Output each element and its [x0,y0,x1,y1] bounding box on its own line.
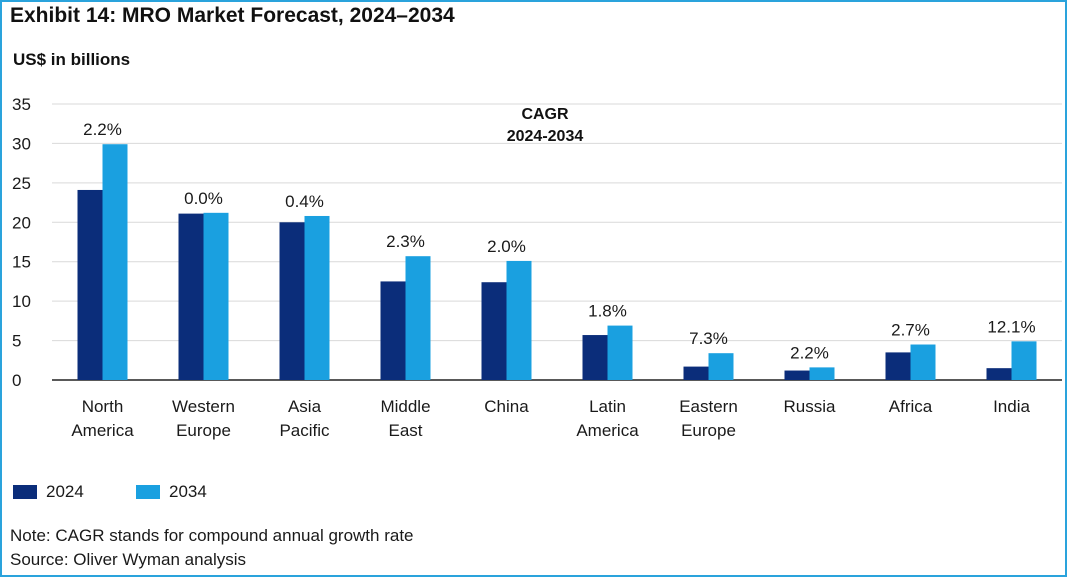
bar-2024 [683,366,709,380]
bar-2024 [986,368,1012,380]
legend-item-2024: 2024 [13,482,136,502]
bar-2034 [304,215,330,380]
bar-2024 [784,370,810,380]
y-tick-label: 20 [12,213,31,232]
bar-2024 [279,222,305,380]
y-axis-unit-label: US$ in billions [13,50,131,69]
bar-2034 [405,256,431,380]
legend: 2024 2034 [13,482,259,502]
bar-2034 [910,344,936,380]
legend-swatch-2024 [13,485,37,499]
y-tick-label: 30 [12,134,31,153]
x-tick-label: Russia [784,397,837,416]
bar-2024 [178,213,204,380]
x-tick-label: North America [71,397,134,440]
cagr-label: 2.2% [83,120,122,139]
y-tick-label: 10 [12,292,31,311]
cagr-label: 0.4% [285,192,324,211]
cagr-label: 2.7% [891,321,930,340]
bar-2034 [506,260,532,380]
x-tick-label: Eastern Europe [679,397,738,440]
cagr-labels: 2.2% 0.0% 0.4% 2.3% 2.0% 1.8% 7.3% 2.2% 2.7% 12.1… [83,120,1035,362]
x-tick-label: India [993,397,1030,416]
legend-swatch-2034 [136,485,160,499]
bars [77,144,1037,380]
cagr-label: 0.0% [184,189,223,208]
bar-2034 [708,353,734,380]
cagr-label: 2.3% [386,232,425,251]
y-tick-label: 5 [12,332,21,351]
bar-2024 [380,281,406,380]
legend-label-2034: 2034 [169,482,207,501]
legend-item-2034: 2034 [136,482,259,502]
cagr-header: 2024-2034 [507,128,584,145]
x-tick-label: Middle East [380,397,430,440]
y-tick-label: 25 [12,174,31,193]
footnote: Note: CAGR stands for compound annual gr… [10,526,414,545]
chart-title: Exhibit 14: MRO Market Forecast, 2024–20… [10,4,455,27]
bar-2034 [1011,341,1037,380]
cagr-label: 12.1% [987,317,1035,336]
cagr-label: 2.2% [790,343,829,362]
x-tick-label: China [484,397,529,416]
bar-2024 [885,352,911,380]
x-tick-label: Latin America [576,397,639,440]
bar-2034 [809,367,835,380]
x-tick-label: Asia Pacific [279,397,330,440]
bar-2034 [102,144,128,380]
y-tick-label: 15 [12,253,31,272]
cagr-label: 1.8% [588,302,627,321]
bar-2024 [481,282,507,380]
x-axis-ticks: North America Western Europe Asia Pacific Midd… [71,397,1030,440]
cagr-annotation: CAGR 2024-2034 [507,106,584,145]
x-tick-label: Africa [889,397,933,416]
y-axis-ticks: 0 5 10 15 20 25 30 35 [12,95,31,390]
bar-2034 [203,212,229,380]
y-tick-label: 0 [12,371,21,390]
bar-2024 [582,335,608,380]
y-tick-label: 35 [12,95,31,114]
cagr-label: 2.0% [487,237,526,256]
source-note: Source: Oliver Wyman analysis [10,550,247,569]
legend-label-2024: 2024 [46,482,84,501]
cagr-label: 7.3% [689,329,728,348]
bar-2024 [77,189,103,380]
bar-2034 [607,325,633,380]
x-tick-label: Western Europe [172,397,235,440]
cagr-header: CAGR [521,106,569,123]
